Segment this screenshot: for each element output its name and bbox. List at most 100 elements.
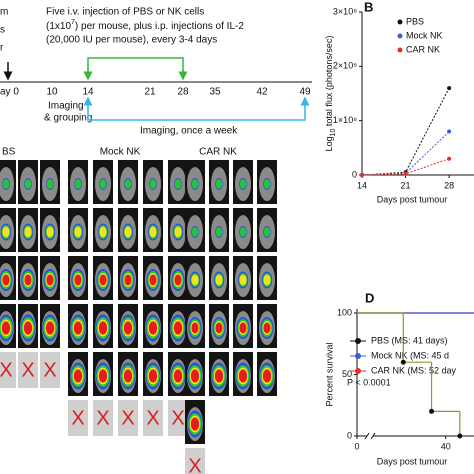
mouse-image xyxy=(233,304,253,348)
signal xyxy=(99,226,107,238)
mouse-image xyxy=(209,208,229,252)
signal xyxy=(190,369,200,383)
mouse-image xyxy=(185,352,205,396)
signal xyxy=(1,321,11,335)
signal xyxy=(191,179,199,189)
mouse-image xyxy=(93,208,113,252)
x-tick-label: 40 xyxy=(441,441,451,451)
y-axis-title: Log10 total flux (photons/sec) xyxy=(324,36,336,152)
signal xyxy=(215,322,223,334)
mouse-image xyxy=(18,304,38,348)
y-tick-label: 100 xyxy=(337,307,352,317)
legend-marker xyxy=(397,47,403,53)
x-tick-label: 0 xyxy=(354,441,359,451)
y-tick-label: 0 xyxy=(352,169,357,179)
mouse-image xyxy=(40,160,60,204)
mouse-image xyxy=(168,304,188,348)
protocol-text: (1x107) per mouse, plus i.p. injections … xyxy=(46,19,244,32)
signal xyxy=(173,369,183,383)
signal xyxy=(191,322,199,334)
mouse-image xyxy=(209,352,229,396)
protocol-text: (20,000 IU per mouse), every 3-4 days xyxy=(46,35,217,46)
mouse-image xyxy=(68,208,88,252)
dead-box xyxy=(18,352,38,388)
mouse-image xyxy=(168,160,188,204)
dead-box xyxy=(185,448,205,474)
mouse-image xyxy=(68,160,88,204)
dead-marker: X xyxy=(18,352,38,388)
mouse-image xyxy=(257,256,277,300)
dead-x: X xyxy=(43,359,56,381)
legend-label: PBS (MS: 41 days) xyxy=(371,335,448,345)
mouse-image xyxy=(0,256,16,300)
mouse-image xyxy=(118,352,138,396)
x-tick-label: 21 xyxy=(401,180,411,190)
series-point xyxy=(447,156,452,161)
mouse-image xyxy=(118,160,138,204)
signal xyxy=(239,322,247,334)
signal xyxy=(23,321,33,335)
dead-x: X xyxy=(171,407,184,429)
mouse-image xyxy=(18,208,38,252)
signal xyxy=(98,369,108,383)
axis-break xyxy=(364,432,370,440)
series-line xyxy=(361,131,450,176)
signal xyxy=(215,274,223,286)
dead-x: X xyxy=(21,359,34,381)
signal xyxy=(238,369,248,383)
survival-point xyxy=(457,433,463,439)
y-title-part: total flux (photons/sec) xyxy=(324,36,334,129)
signal xyxy=(263,179,271,189)
dead-x: X xyxy=(96,407,109,429)
mouse-image xyxy=(168,208,188,252)
signal xyxy=(149,179,157,189)
signal xyxy=(174,274,182,286)
survival-point xyxy=(429,408,435,414)
signal xyxy=(191,227,199,237)
dead-box xyxy=(93,400,113,436)
legend-label: Mock NK xyxy=(406,30,443,40)
mouse-image xyxy=(168,256,188,300)
y-axis-title: Percent survival xyxy=(324,342,334,406)
y-tick-label: 0 xyxy=(347,430,352,440)
legend-marker xyxy=(397,19,403,25)
dead-x: X xyxy=(146,407,159,429)
dead-marker: X xyxy=(93,400,113,436)
day-label: 35 xyxy=(209,87,221,98)
legend-marker xyxy=(355,368,361,374)
day-label: 10 xyxy=(46,87,58,98)
signal xyxy=(263,227,271,237)
signal xyxy=(98,321,108,335)
protocol-text: Five i.v. injection of PBS or NK cells xyxy=(46,7,204,18)
dead-box xyxy=(118,400,138,436)
mouse-image xyxy=(168,352,188,396)
signal xyxy=(149,274,157,286)
mouse-image xyxy=(93,352,113,396)
mouse-image xyxy=(209,256,229,300)
imaging-label: Imaging, once a week xyxy=(140,126,238,137)
signal xyxy=(124,226,132,238)
dead-box xyxy=(40,352,60,388)
protocol-part: ) per mouse, plus i.p. injections of IL-… xyxy=(75,21,244,32)
mouse-image xyxy=(143,304,163,348)
signal xyxy=(173,321,183,335)
dead-marker: X xyxy=(40,352,60,388)
dead-marker: X xyxy=(118,400,138,436)
dead-x: X xyxy=(71,407,84,429)
signal xyxy=(46,179,54,189)
signal xyxy=(148,369,158,383)
mouse-image xyxy=(233,352,253,396)
signal xyxy=(124,179,132,189)
signal xyxy=(123,369,133,383)
mouse-image xyxy=(257,208,277,252)
dead-box xyxy=(168,400,188,436)
mouse-image xyxy=(185,256,205,300)
mouse-image xyxy=(93,304,113,348)
annotation: P < 0.0001 xyxy=(347,377,391,387)
day-label: 14 xyxy=(82,87,94,98)
mouse-image xyxy=(143,208,163,252)
mouse-image xyxy=(40,208,60,252)
signal xyxy=(124,274,132,286)
